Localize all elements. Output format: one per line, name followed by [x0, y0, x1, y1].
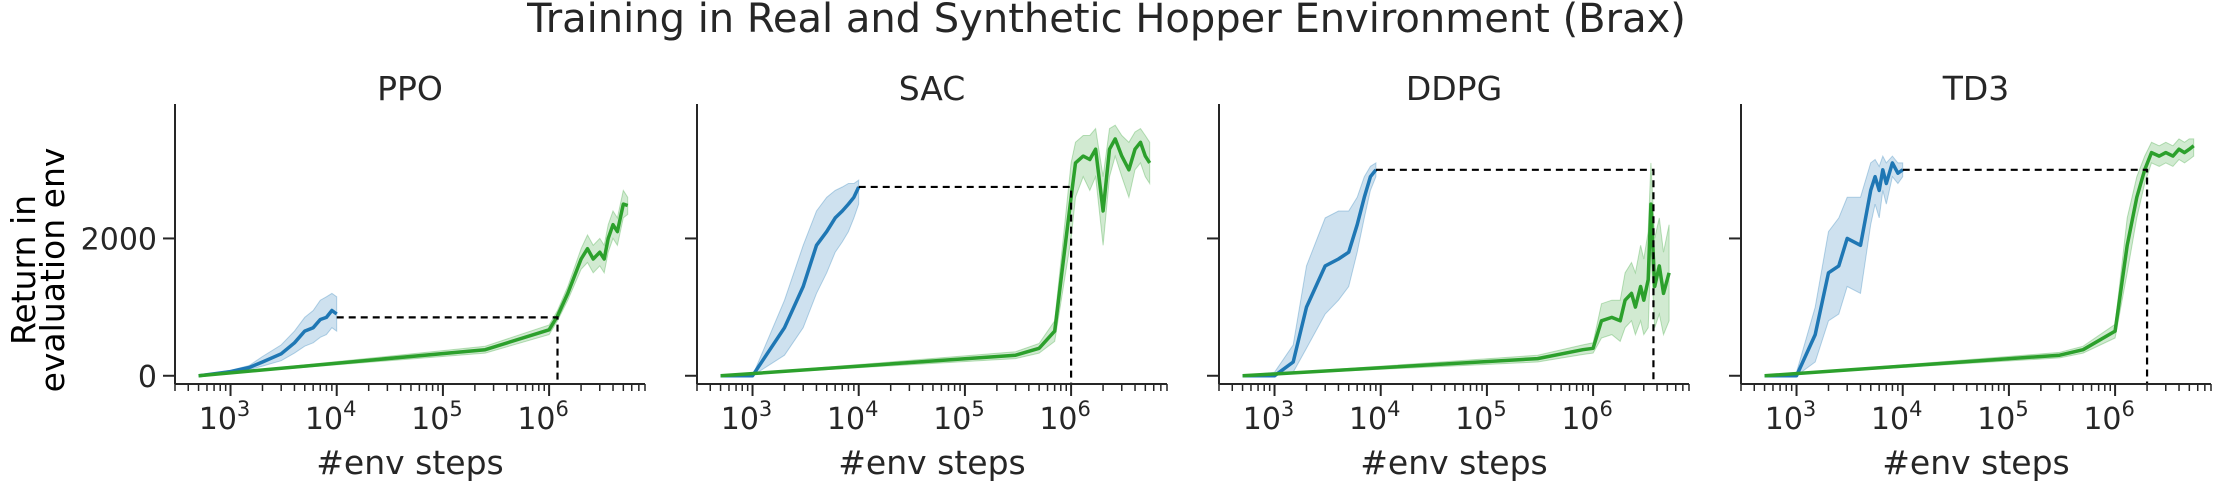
real-env-line	[1764, 161, 1904, 378]
x-axis-label: #env steps	[838, 443, 1025, 482]
x-tick-exponent: 5	[449, 397, 462, 421]
y-tick-label: 2000	[81, 222, 157, 257]
x-tick-exponent: 6	[2122, 397, 2135, 421]
x-tick-label: 103	[1765, 397, 1817, 437]
x-axis-label: #env steps	[1360, 443, 1547, 482]
x-tick-exponent: 6	[1600, 397, 1613, 421]
x-tick-label: 104	[827, 397, 879, 437]
x-tick-exponent: 5	[2015, 397, 2028, 421]
x-axis-label: #env steps	[1882, 443, 2069, 482]
panel-sac: SAC 103 104 105 106 #env steps	[685, 69, 1168, 482]
panel-title: DDPG	[1406, 69, 1502, 108]
x-tick-label: 103	[199, 397, 251, 437]
x-tick-label: 105	[411, 397, 463, 437]
x-tick-exponent: 3	[1281, 397, 1294, 421]
y-axis-label-line2: evaluation env	[33, 148, 72, 393]
synthetic-env-band	[1242, 162, 1670, 377]
x-tick-label: 106	[1039, 397, 1091, 437]
x-tick-label: 105	[1977, 397, 2029, 437]
synthetic-env-line	[1242, 202, 1671, 378]
threshold-dashed-line	[336, 316, 559, 384]
panel-ppo: PPO 0 2000 103 104 105 106 #env steps	[81, 69, 646, 482]
x-tick-exponent: 5	[971, 397, 984, 421]
x-tick-label: 106	[2083, 397, 2135, 437]
panel-title: TD3	[1942, 69, 2010, 108]
figure-title: Training in Real and Synthetic Hopper En…	[527, 0, 1686, 42]
x-tick-exponent: 4	[343, 397, 356, 421]
synthetic-env-line	[720, 137, 1152, 378]
real-env-band	[1764, 154, 1904, 377]
x-tick-exponent: 4	[1387, 397, 1400, 421]
y-tick-label: 0	[138, 360, 157, 395]
panel-title: SAC	[899, 69, 966, 108]
x-tick-exponent: 3	[759, 397, 772, 421]
threshold-dashed-line	[1902, 168, 2149, 384]
x-tick-exponent: 4	[1909, 397, 1922, 421]
x-tick-label: 105	[933, 397, 985, 437]
x-tick-label: 103	[721, 397, 773, 437]
y-axis-label-line1: Return in	[4, 195, 43, 345]
x-tick-exponent: 3	[237, 397, 250, 421]
x-tick-exponent: 6	[1078, 397, 1091, 421]
threshold-dashed-line	[858, 185, 1073, 384]
x-tick-label: 104	[305, 397, 357, 437]
x-tick-label: 106	[517, 397, 569, 437]
x-tick-exponent: 5	[1493, 397, 1506, 421]
real-env-line	[1242, 168, 1378, 378]
synthetic-env-line	[198, 202, 629, 378]
real-env-band	[1242, 161, 1377, 377]
x-tick-exponent: 3	[1803, 397, 1816, 421]
x-tick-label: 105	[1455, 397, 1507, 437]
real-env-line	[720, 186, 861, 378]
x-tick-label: 104	[1349, 397, 1401, 437]
x-tick-exponent: 4	[865, 397, 878, 421]
panel-td3: TD3 103 104 105 106 #env steps	[1729, 69, 2212, 482]
x-tick-label: 104	[1871, 397, 1923, 437]
panel-title: PPO	[377, 69, 443, 108]
x-tick-label: 106	[1561, 397, 1613, 437]
synthetic-env-band	[198, 189, 629, 377]
x-tick-exponent: 6	[556, 397, 569, 421]
panel-ddpg: DDPG 103 104 105 106 #env steps	[1207, 69, 1690, 482]
x-axis-label: #env steps	[316, 443, 503, 482]
real-env-band	[720, 179, 860, 377]
synthetic-env-line	[1764, 144, 2195, 378]
threshold-dashed-line	[1375, 168, 1655, 384]
real-env-line	[198, 308, 338, 378]
x-tick-label: 103	[1243, 397, 1295, 437]
